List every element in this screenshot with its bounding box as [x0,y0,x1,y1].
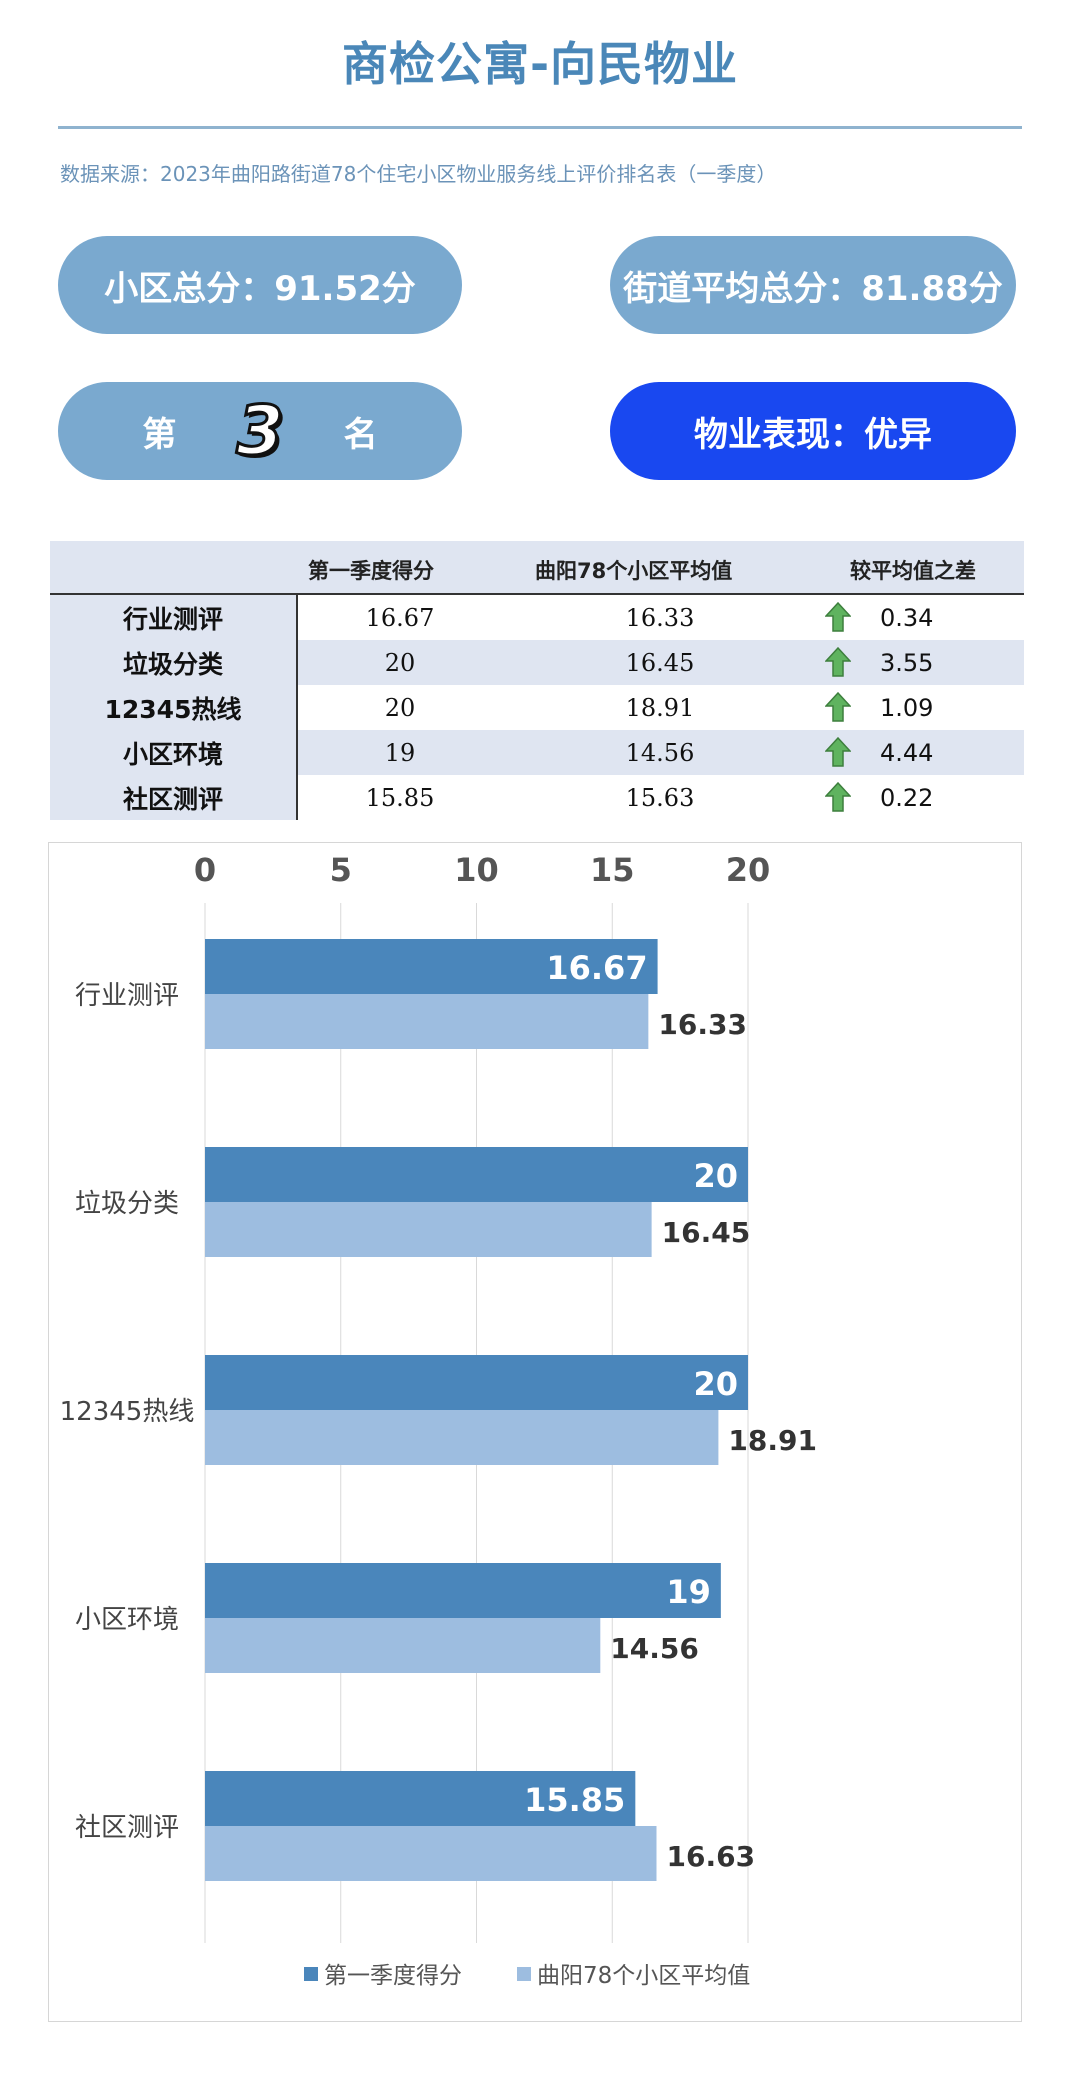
rank-pill: 第 3 名 [58,382,462,480]
bar-label-series1: 19 [666,1573,711,1611]
table-header-diff: 较平均值之差 [850,559,976,583]
street-average-text: 街道平均总分：81.88分 [623,268,1003,309]
x-tick-label: 15 [590,851,635,889]
bar-series1 [205,1771,636,1826]
table-row-label: 行业测评 [50,595,298,640]
table-row: 社区测评 15.85 15.63 0.22 [50,775,1024,820]
bar-series1 [205,1355,748,1410]
table-row: 垃圾分类 20 16.45 3.55 [50,640,1024,685]
chart-svg: 0 5 10 15 20 行业测评 16.67 16.33 垃圾分类 20 16.45 12345热线… [60,851,817,1989]
table-row-label: 12345热线 [50,685,298,730]
bar-label-series1: 20 [693,1157,738,1195]
table-row-label: 小区环境 [50,730,298,775]
legend-label-series2: 曲阳78个小区平均值 [537,1963,750,1989]
bar-label-series1: 15.85 [524,1781,625,1819]
page-title: 商检公寓-向民物业 [341,37,739,91]
title-divider [58,126,1022,129]
bar-label-series1: 20 [693,1365,738,1403]
bar-label-series2: 16.45 [662,1216,751,1249]
street-average-pill: 街道平均总分：81.88分 [610,236,1016,334]
performance-text: 物业表现：优异 [694,414,932,455]
performance-pill: 物业表现：优异 [610,382,1016,480]
bar-series1 [205,1563,721,1618]
bar-label-series1: 16.67 [546,949,647,987]
legend-label-series1: 第一季度得分 [324,1963,462,1989]
bar-label-series2: 18.91 [728,1424,817,1457]
table-cell-avg: 18.91 [625,694,695,722]
table-row: 12345热线 20 18.91 1.09 [50,685,1024,730]
table-row: 小区环境 19 14.56 4.44 [50,730,1024,775]
rank-suffix: 名 [343,414,378,455]
table-cell-score: 20 [384,694,416,722]
table-cell-diff: 4.44 [880,739,934,767]
table-header-avg: 曲阳78个小区平均值 [535,559,733,583]
bar-series2 [205,994,649,1049]
x-tick-label: 10 [454,851,499,889]
y-category-label: 行业测评 [75,981,179,1011]
table-row: 行业测评 16.67 16.33 0.34 [50,595,1024,640]
table-cell-avg: 15.63 [625,784,695,812]
table-cell-score: 19 [384,739,416,767]
table-header-score: 第一季度得分 [308,559,434,583]
bar-series1 [205,1147,748,1202]
table-cell-diff: 1.09 [880,694,934,722]
up-arrow-icon [825,692,851,722]
rank-number: 3 [235,390,285,472]
bar-label-series2: 14.56 [610,1632,699,1665]
y-category-label: 社区测评 [75,1813,179,1843]
table-header-row: 第一季度得分 曲阳78个小区平均值 较平均值之差 [50,541,1024,595]
legend-swatch-series1 [304,1967,318,1981]
data-source-note: 数据来源：2023年曲阳路街道78个住宅小区物业服务线上评价排名表（一季度） [60,162,777,186]
legend-swatch-series2 [517,1967,531,1981]
x-tick-label: 5 [330,851,352,889]
up-arrow-icon [825,737,851,767]
up-arrow-icon [825,602,851,632]
bar-series2 [205,1618,601,1673]
table-cell-diff: 0.22 [880,784,934,812]
bar-series2 [205,1202,652,1257]
table-cell-diff: 3.55 [880,649,934,677]
table-cell-avg: 16.45 [625,649,695,677]
up-arrow-icon [825,782,851,812]
table-cell-score: 20 [384,649,416,677]
table-cell-avg: 14.56 [625,739,695,767]
x-tick-label: 0 [194,851,216,889]
table-cell-score: 16.67 [365,604,435,632]
score-bar-chart: 0 5 10 15 20 行业测评 16.67 16.33 垃圾分类 20 16.45 12345热线… [48,842,1022,2022]
y-category-label: 小区环境 [75,1605,179,1635]
bar-series2 [205,1826,657,1881]
total-score-text: 小区总分：91.52分 [104,268,416,309]
table-cell-avg: 16.33 [625,604,695,632]
table-row-label: 社区测评 [50,775,298,820]
bar-label-series2: 16.33 [658,1008,747,1041]
table-row-label: 垃圾分类 [50,640,298,685]
score-table: 第一季度得分 曲阳78个小区平均值 较平均值之差 行业测评 16.67 16.33 0… [50,541,1024,820]
up-arrow-icon [825,647,851,677]
y-category-label: 垃圾分类 [75,1189,179,1219]
table-cell-score: 15.85 [365,784,435,812]
total-score-pill: 小区总分：91.52分 [58,236,462,334]
x-tick-label: 20 [726,851,771,889]
rank-prefix: 第 [142,414,177,455]
y-category-label: 12345热线 [60,1397,195,1427]
bar-series1 [205,939,658,994]
table-cell-diff: 0.34 [880,604,934,632]
bar-series2 [205,1410,719,1465]
bar-label-series2: 16.63 [667,1840,756,1873]
